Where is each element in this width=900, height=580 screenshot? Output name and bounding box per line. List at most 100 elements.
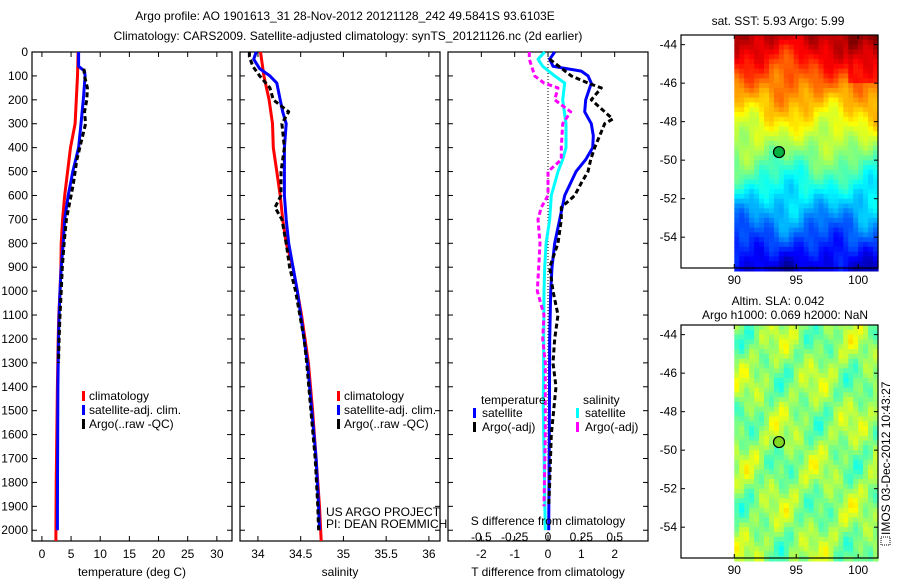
map-cell — [863, 203, 869, 209]
map-cell — [744, 102, 750, 108]
map-cell — [764, 136, 770, 142]
map-cell — [773, 83, 780, 89]
map-cell — [858, 522, 864, 528]
map-cell — [848, 426, 854, 432]
map-cell — [778, 373, 785, 379]
map-cell — [788, 63, 795, 70]
map-cell — [818, 145, 825, 152]
map-cell — [744, 440, 750, 446]
lat-tick-label: -52 — [660, 482, 678, 496]
map-cell — [793, 406, 800, 413]
map-cell — [788, 512, 795, 519]
map-cell — [808, 469, 815, 475]
map-cell — [833, 232, 839, 238]
map-cell — [858, 459, 864, 466]
map-cell — [764, 174, 770, 180]
map-cell — [744, 556, 750, 562]
map-cell — [778, 256, 785, 262]
map-cell — [853, 59, 859, 65]
map-cell — [798, 532, 805, 538]
map-cell — [793, 92, 800, 99]
y-tick-label: 1300 — [1, 356, 28, 370]
map-cell — [764, 35, 770, 41]
map-cell — [754, 464, 760, 470]
map-cell — [754, 445, 760, 451]
map-cell — [828, 527, 834, 533]
map-cell — [773, 184, 780, 190]
map-cell — [798, 522, 805, 528]
map-cell — [863, 107, 869, 113]
map-cell — [754, 49, 760, 55]
map-cell — [754, 344, 760, 350]
map-cell — [783, 368, 790, 374]
map-cell — [764, 112, 770, 118]
map-cell — [838, 242, 844, 248]
map-cell — [788, 227, 795, 233]
map-cell — [808, 116, 815, 123]
map-cell — [798, 353, 805, 360]
map-cell — [793, 382, 800, 389]
map-cell — [823, 227, 830, 233]
map-cell — [818, 440, 825, 446]
map-cell — [838, 503, 844, 509]
legend-label: Argo(..raw -QC) — [89, 417, 174, 431]
map-cell — [749, 39, 755, 46]
series-line-salinity-argo-adj- — [527, 52, 573, 507]
map-cell — [783, 329, 790, 336]
legend-swatch — [82, 419, 85, 429]
map-cell — [734, 54, 740, 60]
map-cell — [838, 440, 844, 446]
map-cell — [734, 251, 740, 257]
map-cell — [783, 507, 790, 514]
map-cell — [813, 435, 820, 442]
map-cell — [858, 213, 864, 219]
map-cell — [833, 455, 839, 461]
map-cell — [863, 512, 869, 519]
map-cell — [739, 213, 745, 219]
map-cell — [739, 469, 745, 475]
map-cell — [783, 242, 790, 248]
map-title: sat. SST: 5.93 Argo: 5.99 — [712, 14, 845, 28]
map-cell — [848, 131, 854, 137]
map-cell — [838, 493, 844, 499]
map-cell — [823, 541, 830, 547]
map-cell — [734, 455, 740, 461]
map-cell — [808, 536, 815, 543]
map-cell — [823, 97, 830, 103]
map-cell — [764, 116, 770, 123]
map-cell — [848, 39, 854, 46]
map-cell — [863, 44, 869, 50]
map-cell — [793, 59, 800, 65]
map-cell — [773, 498, 780, 504]
map-cell — [754, 193, 760, 200]
map-cell — [828, 102, 834, 108]
map-cell — [813, 116, 820, 123]
map-cell — [848, 59, 854, 65]
map-cell — [843, 193, 849, 200]
map-cell — [848, 397, 854, 403]
map-cell — [773, 387, 780, 393]
map-cell — [788, 474, 795, 480]
map-cell — [863, 83, 869, 89]
map-cell — [803, 512, 810, 519]
map-cell — [759, 349, 765, 355]
map-cell — [744, 517, 750, 523]
map-cell — [873, 78, 879, 84]
map-cell — [773, 411, 780, 418]
map-cell — [749, 208, 755, 214]
map-cell — [764, 459, 770, 466]
map-cell — [823, 430, 830, 437]
map-cell — [793, 503, 800, 509]
map-cell — [744, 251, 750, 257]
map-cell — [744, 107, 750, 113]
y-tick-label: 1800 — [1, 475, 28, 489]
map-cell — [759, 97, 765, 103]
map-cell — [813, 222, 820, 229]
map-cell — [833, 251, 839, 257]
map-cell — [828, 112, 834, 118]
map-cell — [808, 455, 815, 461]
map-cell — [813, 179, 820, 185]
map-cell — [868, 406, 874, 413]
map-cell — [769, 334, 775, 340]
map-cell — [754, 402, 760, 408]
